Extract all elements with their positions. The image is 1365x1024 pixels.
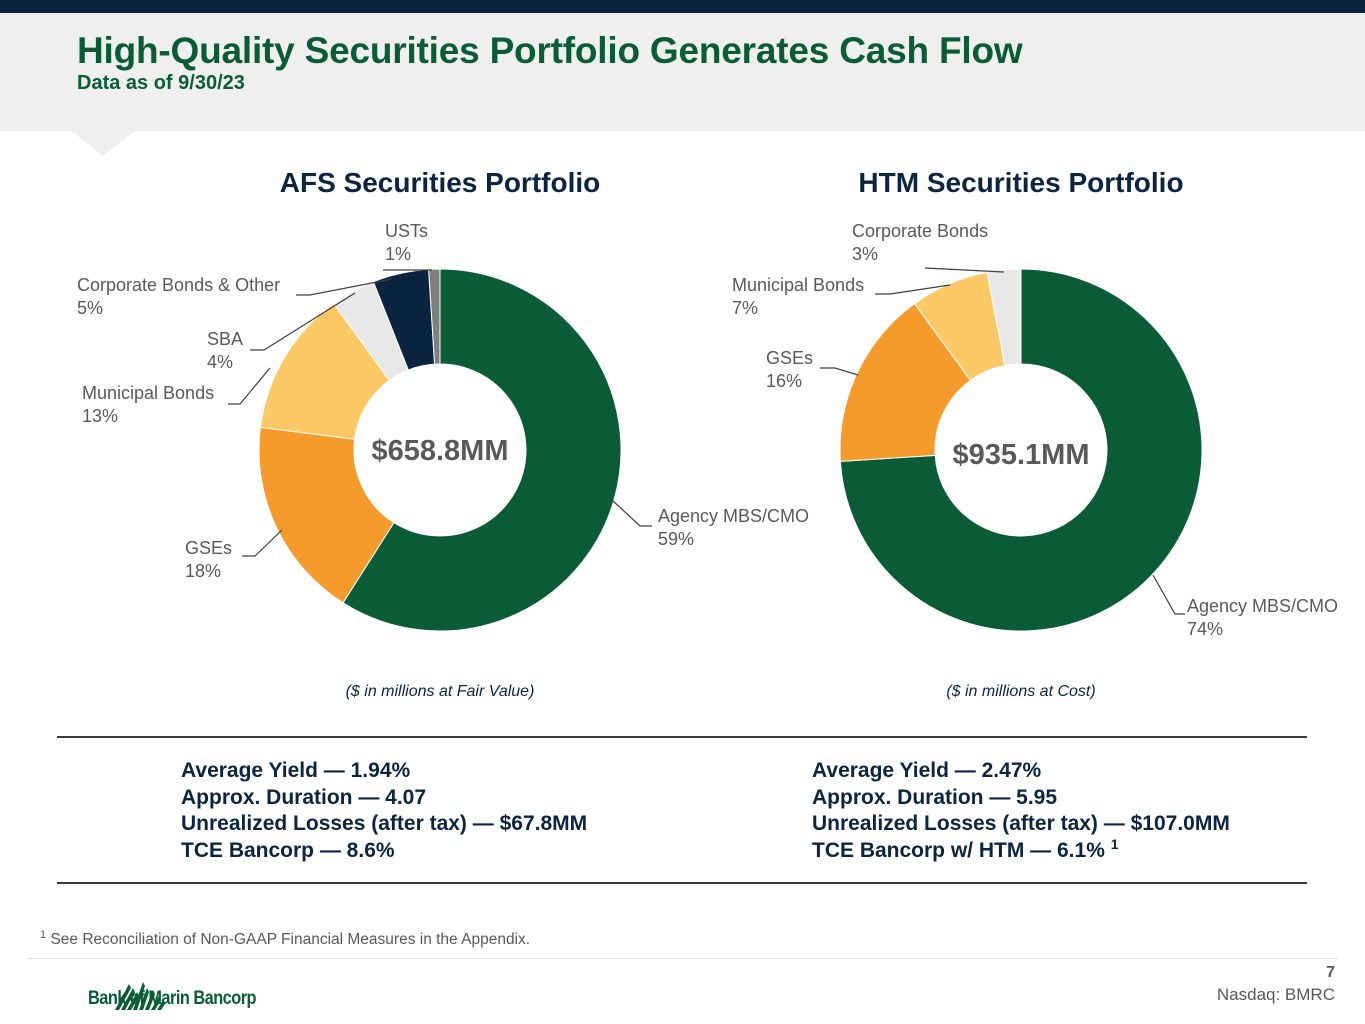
htm-chart: HTM Securities Portfolio Agency MBS/CMO 7… (732, 167, 1338, 700)
afs-chart-note: ($ in millions at Fair Value) (346, 683, 535, 700)
htm-label-muni: Municipal Bonds 7% (732, 275, 864, 318)
afs-label-ust: USTs 1% (385, 221, 428, 264)
htm-duration: Approx. Duration — 5.95 (812, 785, 1058, 809)
afs-label-sba: SBA 4% (207, 329, 243, 372)
page-title: High-Quality Securities Portfolio Genera… (77, 30, 1023, 71)
htm-leader-agency (1152, 574, 1185, 615)
htm-leader-corp (924, 267, 1005, 273)
afs-label-corp: Corporate Bonds & Other 5% (77, 275, 280, 318)
charts-area: AFS Securities Portfolio Agency MBS/CMO 5… (77, 167, 1338, 700)
footnote: 1 See Reconciliation of Non-GAAP Financi… (40, 928, 531, 949)
footnote-text: See Reconciliation of Non-GAAP Financial… (50, 931, 531, 948)
htm-chart-title: HTM Securities Portfolio (858, 167, 1183, 198)
afs-duration: Approx. Duration — 4.07 (181, 785, 427, 809)
htm-label-agency: Agency MBS/CMO 74% (1187, 596, 1338, 639)
footer-divider (28, 958, 1338, 959)
htm-stats: Average Yield — 2.47% Approx. Duration —… (812, 758, 1230, 864)
afs-leader-agency (611, 499, 652, 527)
htm-slice-corporate-bonds (986, 268, 1022, 367)
htm-unrealized-losses: Unrealized Losses (after tax) — $107.0MM (812, 812, 1230, 835)
top-bar (0, 0, 1365, 13)
htm-label-corp: Corporate Bonds 3% (852, 221, 988, 264)
htm-chart-note: ($ in millions at Cost) (946, 683, 1095, 700)
afs-tce: TCE Bancorp — 8.6% (181, 838, 395, 862)
footnote-mark: 1 (40, 928, 47, 941)
stats-top-divider (57, 736, 1307, 738)
header-notch (70, 130, 136, 156)
bank-logo-icon (115, 982, 165, 1010)
afs-center-total: $658.8MM (371, 435, 508, 467)
afs-unrealized-losses: Unrealized Losses (after tax) — $67.8MM (181, 812, 588, 835)
afs-leader-corp (296, 278, 393, 296)
afs-slice-usts (428, 268, 441, 365)
htm-tce-footnote-mark: 1 (1110, 835, 1119, 852)
afs-leader-muni (228, 367, 271, 405)
afs-label-muni: Municipal Bonds 13% (82, 383, 214, 426)
htm-average-yield: Average Yield — 2.47% (812, 759, 1042, 782)
bank-logo-text: Bank of Marin Bancorp (88, 988, 257, 1009)
afs-slice-gses (258, 426, 395, 604)
afs-chart-title: AFS Securities Portfolio (280, 167, 601, 198)
afs-average-yield: Average Yield — 1.94% (181, 759, 411, 782)
htm-label-gses: GSEs 16% (766, 348, 813, 391)
header-band (0, 13, 1365, 131)
page-subtitle: Data as of 9/30/23 (77, 72, 245, 94)
afs-leader-gses (242, 529, 283, 557)
stats-bottom-divider (57, 882, 1307, 884)
afs-label-agency: Agency MBS/CMO 59% (658, 506, 809, 549)
ticker-symbol: Nasdaq: BMRC (1216, 985, 1335, 1004)
htm-tce: TCE Bancorp w/ HTM — 6.1% (812, 838, 1105, 862)
afs-stats: Average Yield — 1.94% Approx. Duration —… (181, 758, 587, 864)
htm-tce-row: TCE Bancorp w/ HTM — 6.1% 1 (812, 835, 1230, 865)
afs-chart: AFS Securities Portfolio Agency MBS/CMO 5… (77, 167, 809, 700)
htm-slice-gses (839, 302, 972, 462)
afs-slice-agency-mbs-cmo (342, 268, 622, 632)
afs-leader-sba (250, 292, 356, 351)
page-number: 7 (1326, 964, 1335, 981)
htm-leader-gses (820, 367, 859, 376)
htm-center-total: $935.1MM (952, 439, 1089, 471)
afs-label-gses: GSEs 18% (185, 538, 232, 581)
htm-slice-agency-mbs-cmo (839, 268, 1203, 632)
htm-leader-muni (875, 284, 951, 295)
